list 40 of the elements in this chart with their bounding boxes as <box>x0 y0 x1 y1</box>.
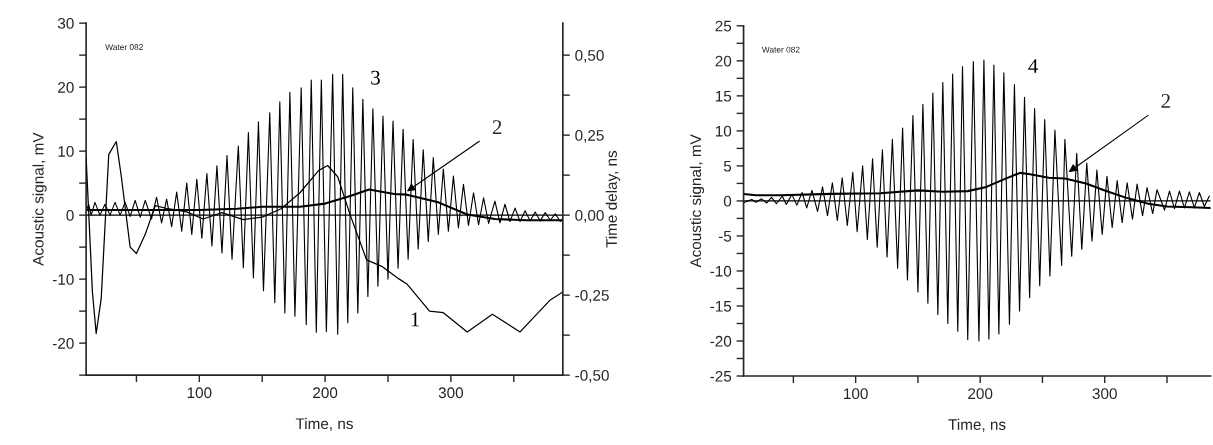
y-tick-label: 10 <box>58 146 74 157</box>
y-tick-label: 25 <box>715 20 732 32</box>
y-tick-label: -25 <box>710 370 732 382</box>
y-tick-label: 0 <box>66 210 74 221</box>
y-axis-title: Acoustic signal, mV <box>32 132 47 266</box>
y2-tick-label: -0,50 <box>575 370 609 383</box>
y-tick-label: -20 <box>52 338 74 349</box>
annotation: 2 <box>492 120 502 134</box>
annotation: Water 082 <box>105 44 143 51</box>
y2-tick-label: 0,00 <box>575 210 604 223</box>
x-tick-label: 100 <box>187 387 212 399</box>
y-tick-label: 20 <box>715 55 732 67</box>
x-tick-label: 300 <box>438 387 464 399</box>
annotation: 2 <box>1161 93 1170 108</box>
x-tick-label: 200 <box>313 387 338 399</box>
y-tick-label: 0 <box>723 195 732 207</box>
y-tick-label: 20 <box>58 82 74 93</box>
y-tick-label: 15 <box>715 90 732 102</box>
annotation: 3 <box>371 70 380 85</box>
y-axis-title: Acoustic signal, mV <box>689 134 705 268</box>
y2-tick-label: 0,25 <box>575 130 604 143</box>
annotation: 1 <box>411 312 420 327</box>
x-tick-label: 100 <box>844 388 868 400</box>
annotation: 4 <box>1028 59 1038 73</box>
y2-tick-label: -0,25 <box>575 290 609 303</box>
y-tick-label: -10 <box>52 274 74 285</box>
y-tick-label: -5 <box>718 230 732 242</box>
x-tick-label: 300 <box>1092 388 1117 400</box>
x-axis-title: Time, ns <box>295 417 353 431</box>
y2-axis-title: Time delay, ns <box>605 150 620 248</box>
annotation: Water 082 <box>761 46 800 53</box>
y-tick-label: 5 <box>723 160 732 172</box>
y-tick-label: -10 <box>710 265 732 277</box>
y-tick-label: -15 <box>710 301 732 312</box>
x-tick-label: 200 <box>968 388 993 400</box>
y-tick-label: 10 <box>715 125 732 137</box>
y-tick-label: -20 <box>710 335 732 347</box>
x-axis-title: Time, ns <box>948 418 1006 432</box>
y2-tick-label: 0,50 <box>575 50 604 63</box>
y-tick-label: 30 <box>57 18 74 29</box>
